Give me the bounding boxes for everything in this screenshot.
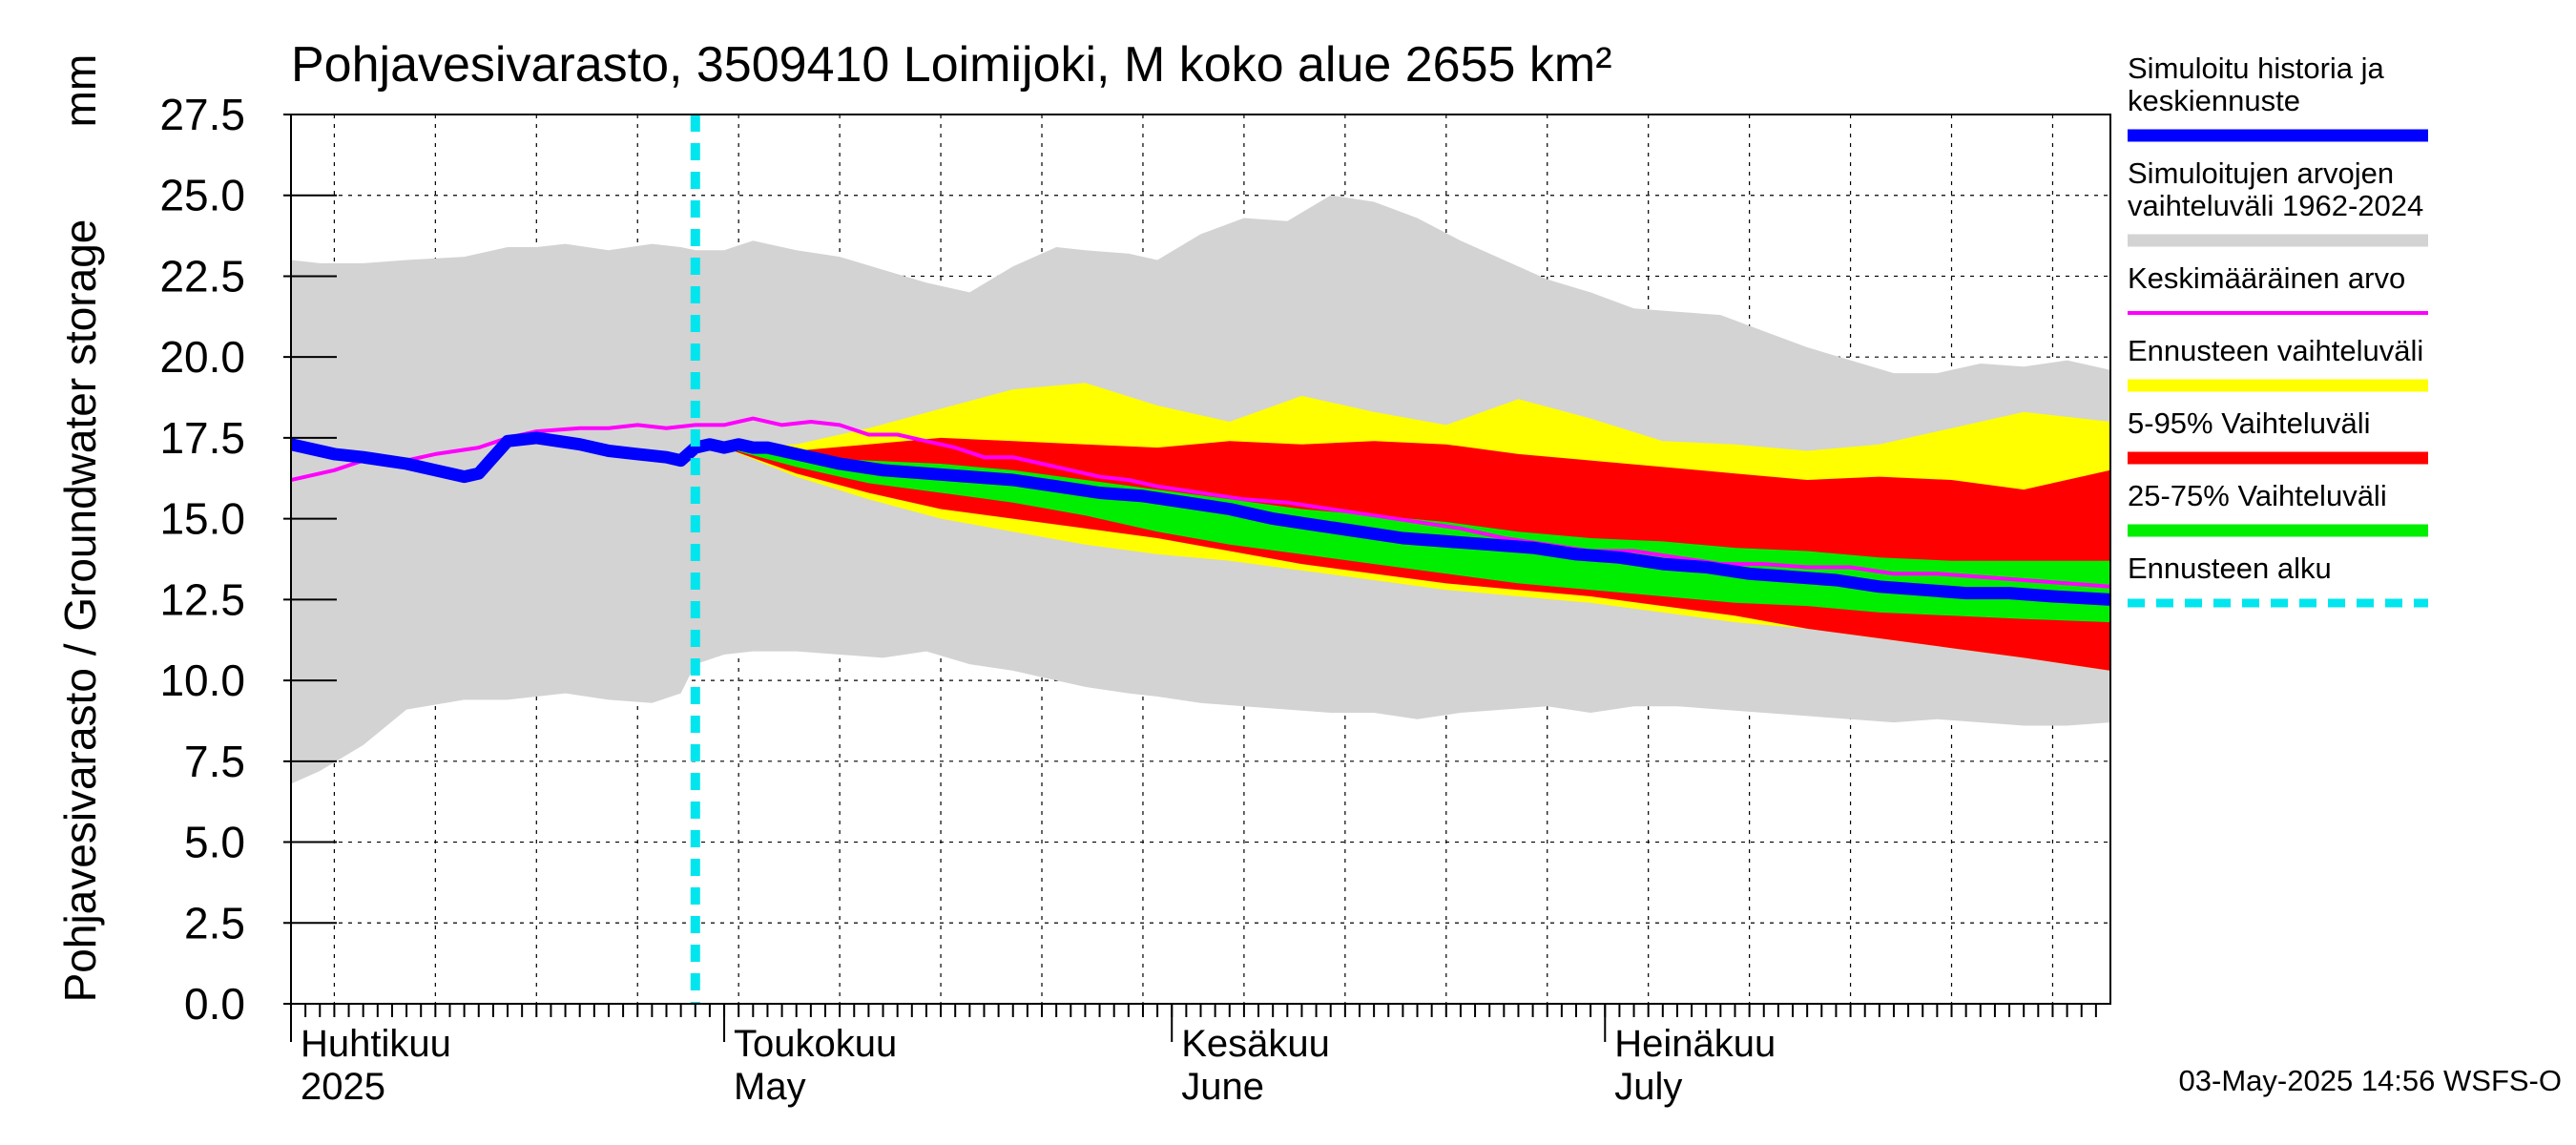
y-tick-label: 10.0: [159, 656, 245, 705]
y-tick-label: 22.5: [159, 251, 245, 301]
legend-label: keskiennuste: [2128, 84, 2300, 117]
x-month-sublabel: 2025: [301, 1066, 385, 1108]
y-tick-label: 17.5: [159, 413, 245, 463]
legend-label: vaihteluväli 1962-2024: [2128, 189, 2423, 222]
legend-label: 5-95% Vaihteluväli: [2128, 406, 2370, 440]
x-month-label: Heinäkuu: [1614, 1023, 1776, 1065]
chart-footer-timestamp: 03-May-2025 14:56 WSFS-O: [2179, 1064, 2562, 1097]
y-tick-label: 25.0: [159, 171, 245, 220]
x-month-label: Toukokuu: [734, 1023, 897, 1065]
y-tick-label: 7.5: [184, 737, 245, 786]
y-tick-label: 12.5: [159, 574, 245, 624]
legend-label: Ennusteen vaihteluväli: [2128, 334, 2423, 367]
x-month-sublabel: June: [1181, 1066, 1264, 1108]
legend-label: Keskimääräinen arvo: [2128, 261, 2405, 295]
axes-layer: 0.0 2.5 5.0 7.5 10.0 12.5 15.0 17.5 20.0 22.5 25.0…: [159, 90, 2111, 1108]
chart-title: Pohjavesivarasto, 3509410 Loimijoki, M k…: [291, 37, 1612, 93]
y-tick-label: 27.5: [159, 90, 245, 139]
y-tick-label: 20.0: [159, 332, 245, 382]
x-month-label: Kesäkuu: [1181, 1023, 1330, 1065]
y-tick-label: 0.0: [184, 979, 245, 1029]
line-keskim-r-inen-arvo: [291, 416, 2110, 589]
x-month-sublabel: July: [1614, 1066, 1682, 1108]
y-tick-label: 5.0: [184, 818, 245, 867]
x-month-sublabel: May: [734, 1066, 806, 1108]
y-axis-label: Pohjavesivarasto / Groundwater storage: [55, 219, 105, 1003]
lines-layer: [291, 114, 2110, 1004]
legend-label: Ennusteen alku: [2128, 552, 2332, 585]
y-tick-label: 2.5: [184, 898, 245, 947]
legend-label: Simuloitu historia ja: [2128, 52, 2385, 85]
y-tick-label: 15.0: [159, 494, 245, 544]
legend-label: 25-75% Vaihteluväli: [2128, 479, 2387, 512]
x-month-label: Huhtikuu: [301, 1023, 451, 1065]
y-axis-unit: mm: [55, 54, 105, 128]
line-simuloitu-historia-ja-keskiennuste: [291, 431, 2110, 606]
legend-label: Simuloitujen arvojen: [2128, 156, 2394, 190]
